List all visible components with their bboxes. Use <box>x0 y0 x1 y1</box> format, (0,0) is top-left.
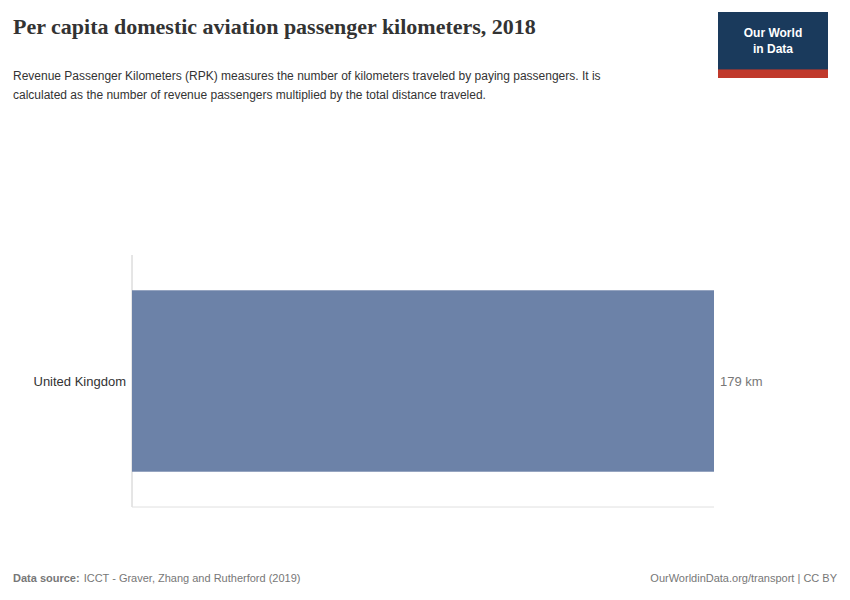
category-label: United Kingdom <box>34 374 127 389</box>
logo-stripe <box>718 69 828 78</box>
background <box>0 0 850 600</box>
logo-line: Our World <box>744 26 802 40</box>
bars <box>132 290 714 471</box>
subtitle-line: Revenue Passenger Kilometers (RPK) measu… <box>13 69 601 83</box>
chart: United Kingdom 179 km Per capita domestic … <box>0 0 850 600</box>
bar <box>132 290 714 471</box>
credit: OurWorldinData.org/transport | CC BY <box>650 572 837 584</box>
subtitle: Revenue Passenger Kilometers (RPK) measu… <box>13 69 601 102</box>
subtitle-line: calculated as the number of revenue pass… <box>13 88 486 102</box>
x-axis-line <box>132 507 714 508</box>
logo-line: in Data <box>753 42 793 56</box>
logo-text: Our World in Data <box>744 26 802 56</box>
source-label: Data source: <box>13 572 80 584</box>
logo-box <box>718 12 828 78</box>
title: Per capita domestic aviation passenger k… <box>13 14 536 39</box>
source: ICCT - Graver, Zhang and Rutherford (201… <box>84 572 301 584</box>
data-label: 179 km <box>720 374 763 389</box>
